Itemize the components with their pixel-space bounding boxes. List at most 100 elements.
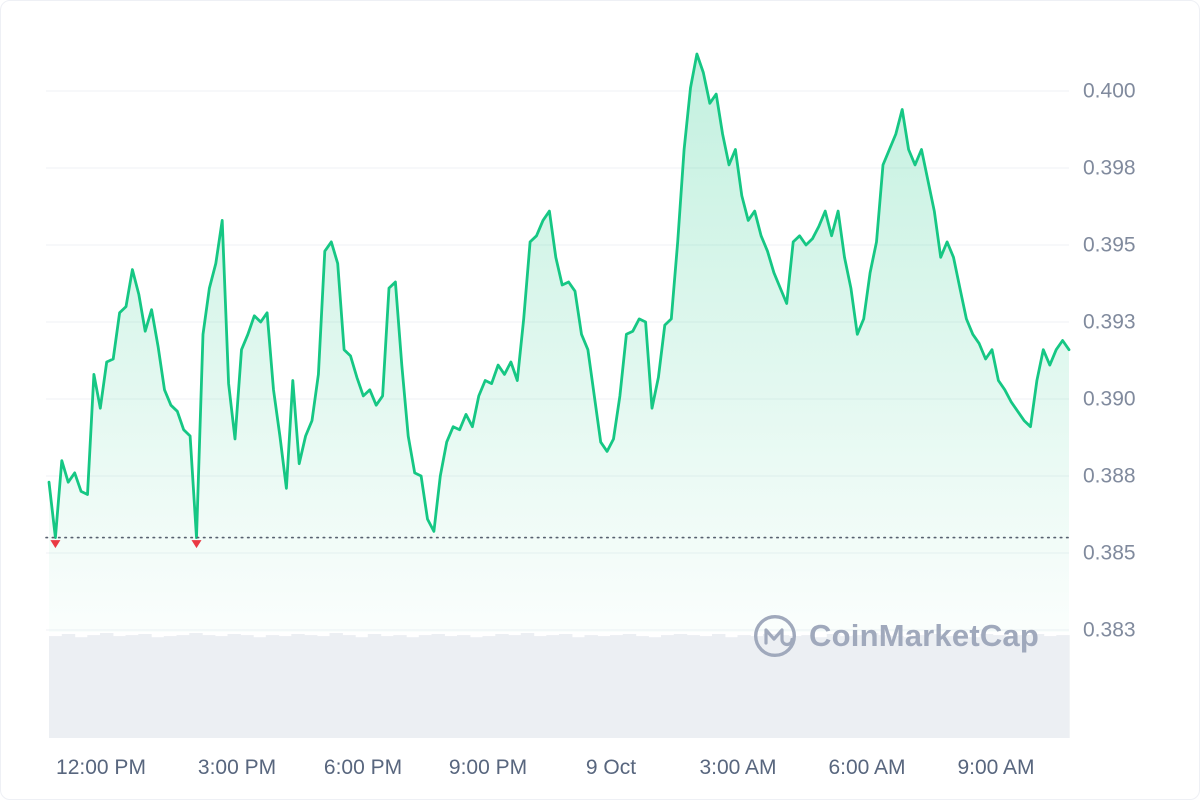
volume-bar: [253, 637, 267, 738]
y-axis-label: 0.390: [1083, 388, 1136, 411]
volume-bar: [801, 635, 815, 738]
volume-bar: [418, 635, 433, 738]
volume-bar: [495, 634, 509, 738]
x-axis-label: 6:00 AM: [828, 756, 905, 779]
volume-bar: [916, 635, 930, 738]
volume-bar: [61, 634, 76, 738]
volume-bar: [559, 634, 573, 738]
volume-bar: [1005, 636, 1019, 738]
volume-bar: [444, 636, 458, 738]
volume-bar: [635, 636, 649, 738]
volume-bar: [508, 635, 522, 738]
volume-bar: [967, 637, 981, 738]
volume-bar: [877, 635, 892, 738]
volume-bar: [533, 636, 547, 738]
volume-bar: [87, 635, 101, 738]
volume-bar: [291, 634, 305, 738]
volume-bar: [890, 636, 904, 738]
x-axis-label: 12:00 PM: [56, 756, 146, 779]
volume-bar: [763, 634, 777, 738]
price-line: [47, 52, 1071, 539]
volume-bar: [163, 636, 178, 738]
volume-bar: [622, 634, 637, 738]
y-axis-label: 0.393: [1083, 311, 1136, 334]
volume-bar: [304, 635, 318, 738]
volume-bar: [1056, 635, 1070, 738]
volume-bar: [100, 633, 114, 738]
volume-bar: [457, 635, 471, 738]
price-area: [49, 54, 1069, 632]
volume-bar: [49, 636, 63, 738]
volume-bar: [112, 636, 127, 738]
volume-bar: [571, 637, 586, 738]
volume-bar: [1018, 635, 1032, 738]
y-axis-label: 0.383: [1083, 619, 1136, 642]
volume-bar: [1030, 634, 1045, 738]
volume-bar: [648, 637, 662, 738]
volume-bar: [852, 635, 866, 738]
volume-bar: [661, 635, 675, 738]
volume-bar: [329, 633, 343, 738]
volume-bar: [928, 634, 943, 738]
volume-bar: [227, 634, 241, 738]
volume-bar: [954, 635, 968, 738]
y-axis-label: 0.400: [1083, 80, 1136, 103]
volume-bar: [737, 635, 751, 738]
x-axis-label: 6:00 PM: [324, 756, 402, 779]
watermark-text: CoinMarketCap: [809, 618, 1039, 653]
volume-bar: [342, 635, 356, 738]
low-marker-icon: [191, 540, 202, 549]
volume-bar: [214, 636, 229, 738]
volume-bar: [202, 635, 216, 738]
volume-bar: [176, 635, 190, 738]
volume-bar: [278, 636, 292, 738]
volume-bar: [406, 637, 420, 738]
volume-bar: [699, 636, 713, 738]
volume-bar: [469, 637, 484, 738]
volume-bar: [992, 635, 1006, 738]
coinmarketcap-logo-icon: [754, 615, 797, 657]
x-axis-label: 9:00 AM: [957, 756, 1034, 779]
volume-bar: [597, 636, 611, 738]
volume-bar: [151, 637, 165, 738]
volume-bar: [431, 634, 445, 738]
volume-bar: [724, 637, 739, 738]
volume-bar: [610, 635, 624, 738]
volume-bar: [240, 635, 254, 738]
volume-bar: [393, 635, 407, 738]
volume-bar: [367, 634, 382, 738]
volume-bar: [941, 636, 955, 738]
volume-bar: [125, 635, 139, 738]
volume-bar: [189, 633, 203, 738]
y-axis-label: 0.395: [1083, 234, 1136, 257]
x-axis-label: 9:00 PM: [449, 756, 527, 779]
volume-bar: [673, 634, 688, 738]
volume-bar: [380, 636, 394, 738]
volume-bar: [826, 634, 841, 738]
volume-bar: [979, 634, 994, 738]
x-axis-label: 9 Oct: [586, 756, 636, 779]
volume-bar: [584, 635, 598, 738]
low-marker-icon: [50, 540, 61, 549]
y-axis-label: 0.388: [1083, 465, 1136, 488]
volume-bar: [865, 633, 879, 738]
volume-bar: [482, 636, 496, 738]
y-axis-label: 0.398: [1083, 157, 1136, 180]
x-axis-label: 3:00 PM: [198, 756, 276, 779]
volume-bar: [903, 637, 917, 738]
volume-bar: [74, 637, 88, 738]
y-axis-label: 0.385: [1083, 542, 1136, 565]
volume-bar: [814, 637, 828, 738]
volume-bar: [839, 636, 853, 738]
volume-bar: [788, 636, 802, 738]
volume-bar: [1043, 636, 1057, 738]
volume-bar: [316, 636, 331, 738]
volume-bar: [520, 633, 535, 738]
volume-bar: [750, 636, 764, 738]
coinmarketcap-watermark: CoinMarketCap: [752, 611, 1039, 661]
x-axis-label: 3:00 AM: [699, 756, 776, 779]
volume-bar: [686, 635, 700, 738]
volume-bar: [355, 637, 369, 738]
